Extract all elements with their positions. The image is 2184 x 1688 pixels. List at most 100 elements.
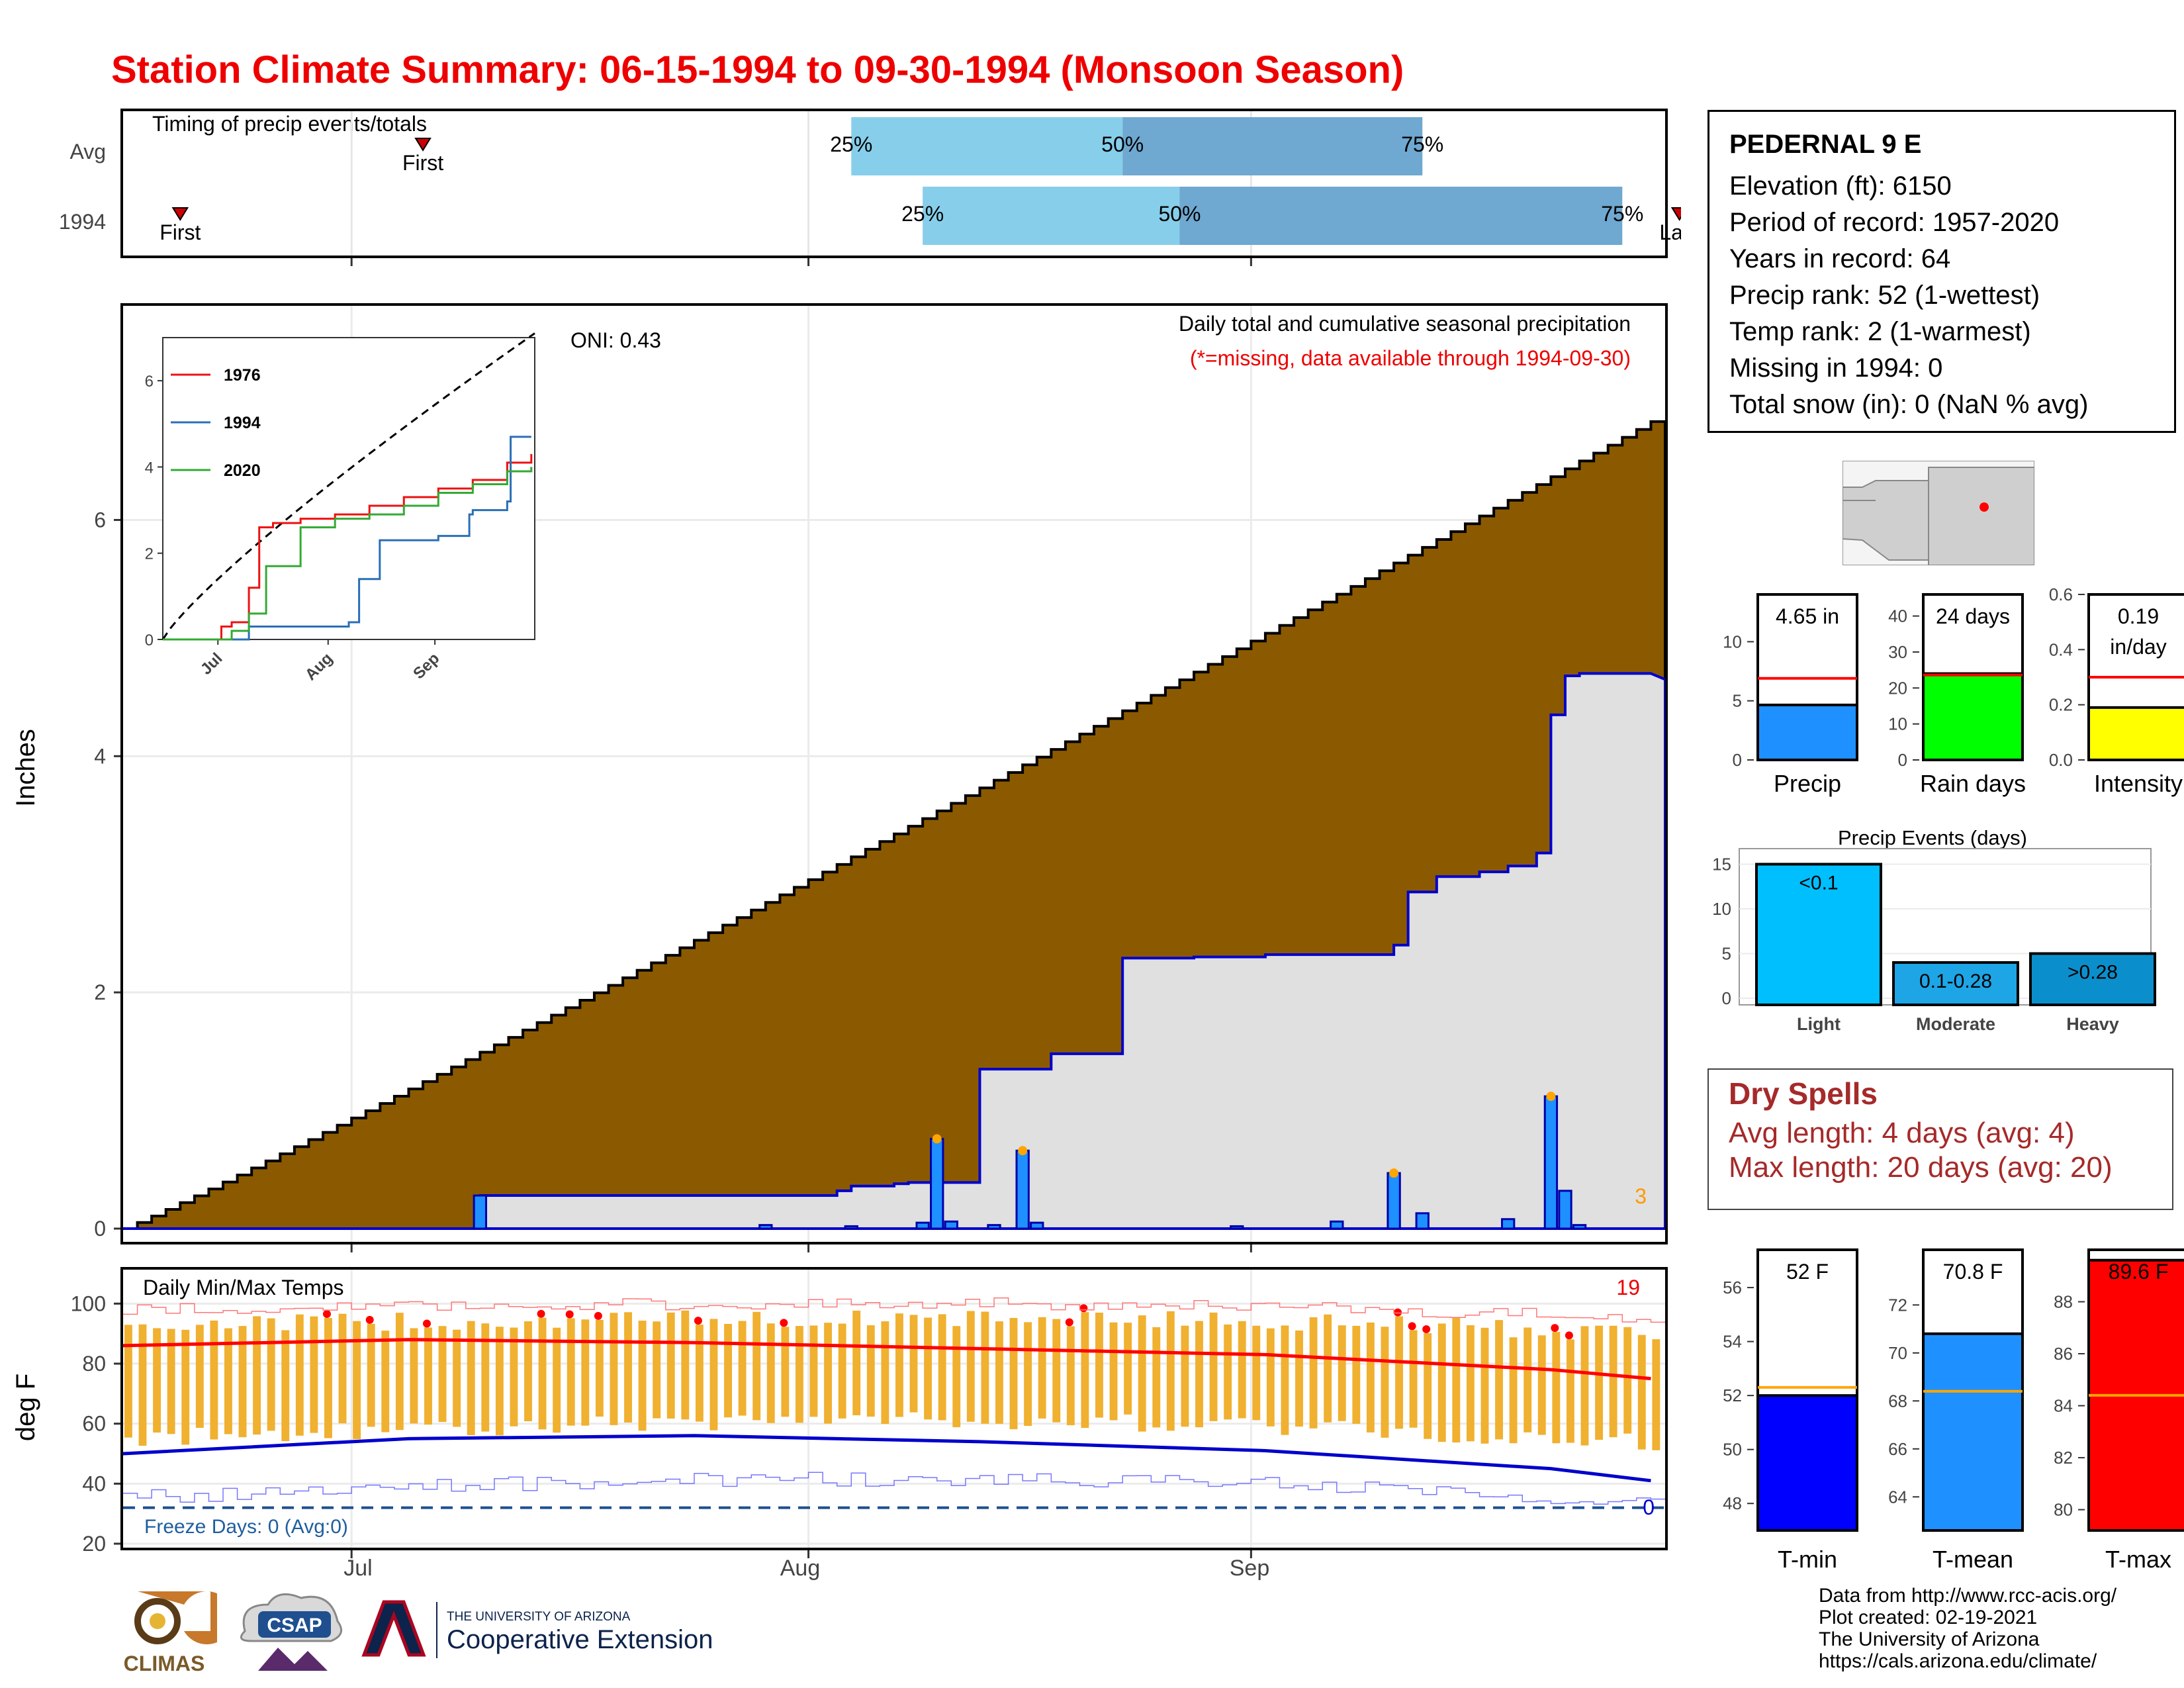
timing-row-avg-label: Avg	[69, 140, 106, 164]
temp-ytick-label: 20	[82, 1532, 106, 1556]
inset-legend-label: 1976	[224, 366, 261, 385]
main-frame	[120, 303, 1668, 1244]
daily-temp-bar	[866, 1325, 875, 1417]
daily-temp-bar	[653, 1321, 661, 1419]
tmax-ytick-label: 88	[2054, 1292, 2073, 1312]
daily-temp-bar	[1466, 1325, 1475, 1442]
tmax-ytick-label: 84	[2054, 1396, 2073, 1416]
daily-temp-bar	[809, 1325, 818, 1417]
daily-temp-bar	[1209, 1312, 1218, 1421]
daily-temp-bar	[1138, 1315, 1146, 1432]
precip-bar	[1756, 703, 1858, 761]
daily-temp-bar	[581, 1319, 590, 1426]
main-corner-count: 3	[1635, 1184, 1647, 1208]
record-high-marker	[322, 1310, 331, 1319]
daily-temp-bar	[724, 1323, 732, 1418]
daily-temp-bar	[1366, 1322, 1375, 1432]
daily-temp-bar	[1166, 1311, 1175, 1431]
daily-temp-bar	[881, 1321, 889, 1425]
daily-precip-bar	[1501, 1218, 1516, 1230]
daily-temp-bar	[567, 1318, 575, 1426]
freeze-days-label: Freeze Days: 0 (Avg:0)	[144, 1516, 348, 1538]
daily-temp-bar	[210, 1320, 218, 1440]
tmin-label: T-min	[1778, 1546, 1837, 1573]
timing-q75-label: 75%	[1601, 202, 1643, 226]
daily-temp-bar	[395, 1313, 404, 1430]
timing-q75-label: 75%	[1401, 132, 1443, 156]
events-bar	[1892, 961, 2019, 1006]
daily-temp-bar	[1524, 1327, 1532, 1432]
credit-university: The University of Arizona	[1819, 1628, 2040, 1650]
timing-first-marker	[414, 138, 432, 152]
daily-temp-bar	[1095, 1312, 1103, 1418]
record-high-marker	[537, 1309, 545, 1318]
daily-temp-bar	[695, 1325, 704, 1422]
daily-precip-bar	[1330, 1220, 1344, 1230]
credit-url: https://cals.arizona.edu/climate/	[1819, 1650, 2097, 1672]
daily-temp-bar	[1038, 1317, 1046, 1419]
record-high-marker	[1065, 1318, 1073, 1327]
tmean-ytick-label: 68	[1888, 1391, 1907, 1411]
precip-bar-panel: 0 5 10 4.65 in Precip 0 10 20 30 40 24 days Rain da…	[1723, 585, 2184, 797]
intensity-ytick-label: 0.0	[2049, 750, 2073, 770]
daily-temp-bar	[666, 1312, 675, 1419]
daily-temp-bar	[367, 1323, 375, 1427]
ua-big-text: Cooperative Extension	[447, 1625, 713, 1654]
daily-temp-bar	[1637, 1335, 1646, 1450]
record-high-marker	[1551, 1324, 1559, 1333]
temp-summary-panel: 48 50 52 54 56 52 F T-min 64 66 68 70 72 70.8 F T-mea…	[1723, 1248, 2184, 1573]
tmin-value-text: 52 F	[1786, 1260, 1829, 1284]
inset-ytick-label: 4	[145, 459, 154, 477]
daily-precip-bar	[473, 1194, 488, 1230]
locator-map	[1843, 461, 2034, 565]
main-ytick-label: 4	[94, 744, 106, 768]
tmin-ytick-label: 56	[1723, 1278, 1742, 1297]
csap-text: CSAP	[267, 1615, 322, 1636]
intensity-bar	[2087, 706, 2184, 761]
daily-temp-bar	[766, 1323, 775, 1423]
intensity-label: Intensity	[2094, 770, 2183, 797]
events-ytick-label: 10	[1712, 899, 1731, 919]
inset-frame	[162, 337, 535, 640]
daily-temp-bar	[595, 1319, 604, 1417]
tmin-ytick-label: 52	[1723, 1385, 1742, 1405]
station-period: Period of record: 1957-2020	[1729, 208, 2060, 237]
record-high-marker	[1394, 1308, 1402, 1317]
daily-temp-bar	[1652, 1339, 1661, 1450]
station-info-box: PEDERNAL 9 E Elevation (ft): 6150 Period…	[1707, 110, 2176, 433]
credit-source: Data from http://www.rcc-acis.org/	[1819, 1585, 2117, 1607]
daily-temp-bar	[1381, 1327, 1389, 1438]
record-high-marker	[1079, 1304, 1088, 1313]
events-title: Precip Events (days)	[1838, 826, 2027, 849]
daily-temp-bar	[1409, 1330, 1418, 1428]
timing-first-label: First	[402, 151, 443, 175]
record-high-marker	[422, 1319, 431, 1328]
daily-temp-bar	[124, 1325, 132, 1438]
rain_days-ytick-label: 30	[1888, 642, 1907, 662]
inset-xtick-label: Aug	[302, 649, 336, 684]
timing-first-label: First	[159, 220, 201, 244]
record-high-marker	[694, 1317, 702, 1325]
events-ytick-label: 15	[1712, 855, 1731, 874]
daily-temp-bar	[1595, 1325, 1603, 1440]
daily-temp-bar	[1009, 1318, 1018, 1430]
daily-temp-bar	[1566, 1339, 1574, 1443]
precip-ytick-label: 5	[1733, 691, 1742, 711]
timing-bar-q25-q50	[923, 187, 1180, 245]
observed-cumulative-area	[123, 672, 1666, 1230]
daily-temp-bar	[838, 1323, 846, 1419]
daily-temp-bar	[1281, 1325, 1289, 1435]
daily-temp-bar	[1224, 1324, 1232, 1420]
station-missing: Missing in 1994: 0	[1729, 353, 1943, 383]
daily-temp-bar	[1537, 1335, 1546, 1435]
daily-precip-bar	[1415, 1212, 1430, 1230]
main-ytick-label: 6	[94, 508, 106, 532]
daily-precip-bar	[1387, 1172, 1401, 1230]
daily-temp-bar	[195, 1325, 204, 1428]
rain_days-ytick-label: 20	[1888, 678, 1907, 698]
daily-temp-bar	[909, 1315, 918, 1413]
record-high-marker	[565, 1310, 574, 1319]
temp-panel: deg F 20 40 60 80 100 Daily Min/Max Temps 19…	[11, 1267, 1668, 1581]
tmean-label: T-mean	[1933, 1546, 2013, 1573]
daily-precip-bar	[758, 1224, 773, 1230]
